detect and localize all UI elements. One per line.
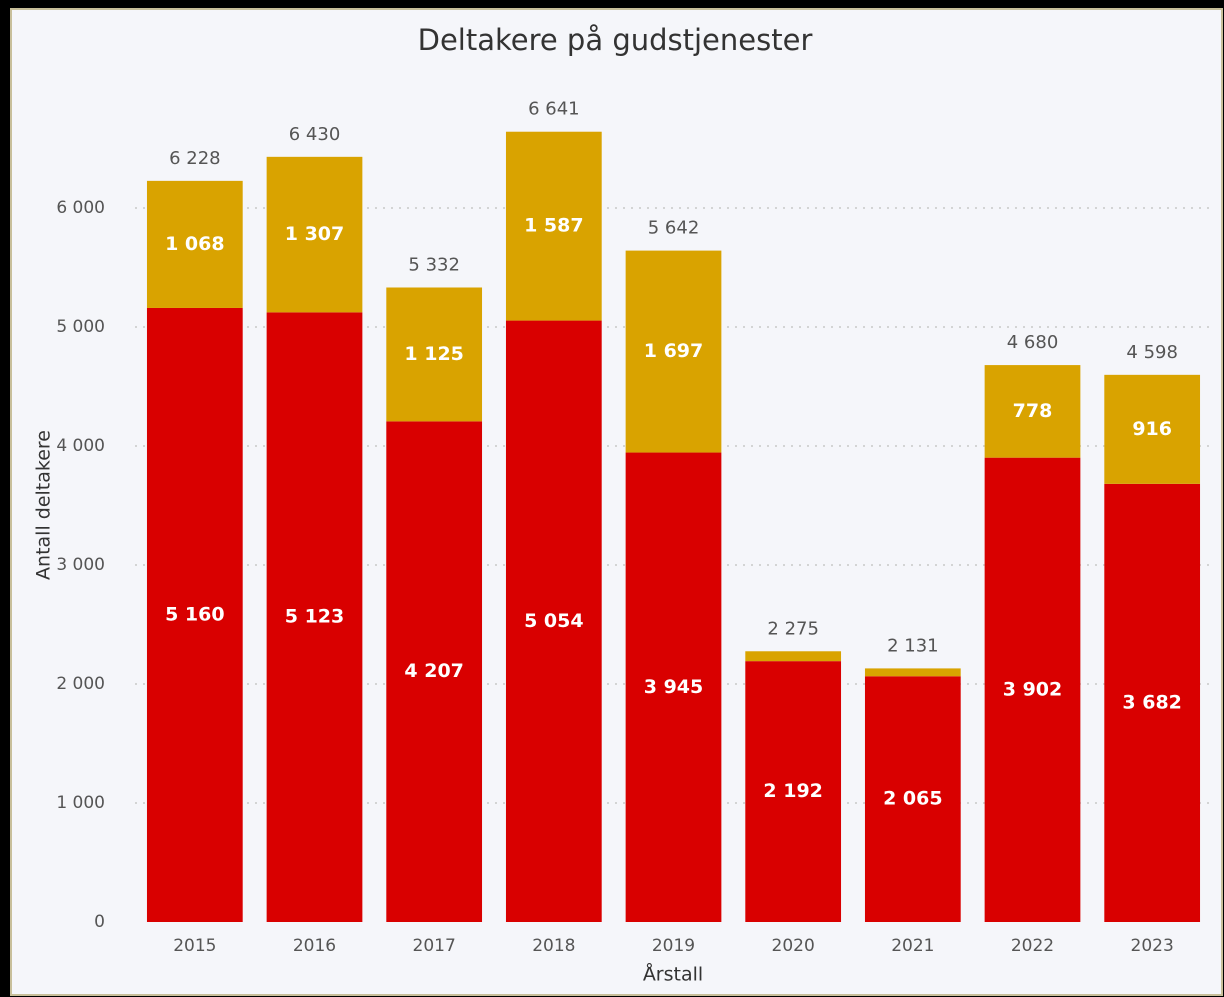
x-tick-label: 2019 [652, 936, 695, 956]
bar-segment [146, 307, 243, 923]
bar-segment [505, 320, 602, 923]
data-label: 916 [1132, 418, 1172, 440]
bar-segment [1104, 483, 1201, 922]
bar-segment [1104, 374, 1201, 484]
y-tick-label: 3 000 [56, 555, 105, 575]
data-label: 1 697 [644, 340, 704, 362]
y-tick-label: 5 000 [56, 317, 105, 337]
data-label: 778 [1013, 400, 1053, 422]
data-label: 1 125 [404, 343, 464, 365]
x-tick-label: 2023 [1131, 936, 1174, 956]
bar-segment [745, 661, 842, 922]
total-label: 5 642 [648, 218, 700, 239]
total-label: 6 430 [289, 124, 341, 145]
bar-segment [266, 156, 363, 313]
bar-segment [386, 287, 483, 422]
bar-segment [984, 457, 1081, 922]
x-tick-label: 2021 [891, 936, 934, 956]
data-label: 3 945 [644, 676, 704, 698]
bar-segment [146, 180, 243, 308]
total-label: 6 641 [528, 99, 580, 120]
data-label: 4 207 [404, 660, 464, 682]
x-tick-label: 2016 [293, 936, 336, 956]
data-label: 2 065 [883, 788, 943, 810]
y-tick-label: 0 [94, 912, 105, 932]
x-tick-label: 2017 [413, 936, 456, 956]
data-label: 1 307 [285, 223, 345, 245]
bar-segment [625, 452, 722, 922]
bar-segment [625, 250, 722, 453]
data-label: 5 160 [165, 603, 225, 625]
chart-title: Deltakere på gudstjenester [418, 23, 813, 57]
bar-segment [266, 312, 363, 922]
y-tick-label: 1 000 [56, 793, 105, 813]
data-label: 3 682 [1122, 691, 1182, 713]
bar-segment [505, 131, 602, 321]
data-label: 2 192 [763, 780, 823, 802]
data-label: 5 123 [285, 606, 345, 628]
y-tick-label: 4 000 [56, 436, 105, 456]
y-tick-label: 2 000 [56, 674, 105, 694]
bar-segment [745, 651, 842, 662]
x-axis-label: Årstall [643, 963, 703, 986]
total-label: 5 332 [408, 254, 460, 275]
data-label: 5 054 [524, 610, 584, 632]
y-tick-label: 6 000 [56, 198, 105, 218]
bar-segment [864, 668, 961, 677]
x-tick-label: 2015 [173, 936, 216, 956]
bar-segment [864, 676, 961, 922]
total-label: 4 598 [1126, 342, 1178, 363]
data-label: 1 068 [165, 233, 225, 255]
data-label: 1 587 [524, 215, 584, 237]
bar-segment [386, 421, 483, 922]
x-tick-label: 2020 [772, 936, 815, 956]
total-label: 4 680 [1007, 332, 1059, 353]
data-label: 3 902 [1003, 678, 1063, 700]
total-label: 2 131 [887, 635, 939, 656]
x-tick-label: 2018 [532, 936, 575, 956]
total-label: 6 228 [169, 148, 221, 169]
total-label: 2 275 [767, 618, 819, 639]
y-axis-label: Antall deltakere [33, 430, 55, 580]
x-tick-label: 2022 [1011, 936, 1054, 956]
bar-segment [984, 365, 1081, 458]
